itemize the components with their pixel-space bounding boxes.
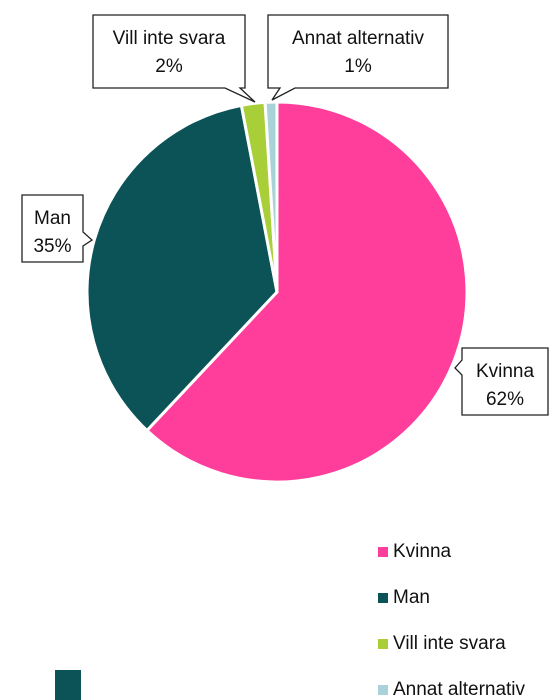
callout-value: 62%	[486, 389, 524, 410]
legend-swatch	[378, 639, 388, 649]
legend-swatch	[378, 593, 388, 603]
callout-box	[21, 194, 94, 263]
legend-swatch	[378, 685, 388, 695]
callout-category: Vill inte svara	[113, 28, 226, 49]
callout-box	[92, 14, 256, 103]
pie-slice	[263, 100, 279, 294]
legend-label: Annat alternativ	[393, 679, 526, 700]
callout-category: Kvinna	[476, 361, 535, 382]
legend-label: Man	[393, 587, 430, 608]
legend-swatch	[378, 547, 388, 557]
pie-slice	[85, 103, 279, 433]
callout-value: 35%	[33, 236, 71, 257]
callout-category: Man	[34, 208, 71, 229]
decoration	[55, 670, 81, 700]
legend-label: Vill inte svara	[393, 633, 506, 654]
callout-value: 2%	[155, 56, 183, 77]
pie-slice	[145, 100, 469, 484]
callout-box	[454, 347, 549, 416]
callout-box	[267, 14, 449, 101]
callout-category: Annat alternativ	[292, 28, 425, 49]
legend-label: Kvinna	[393, 541, 452, 562]
callout-value: 1%	[344, 56, 372, 77]
